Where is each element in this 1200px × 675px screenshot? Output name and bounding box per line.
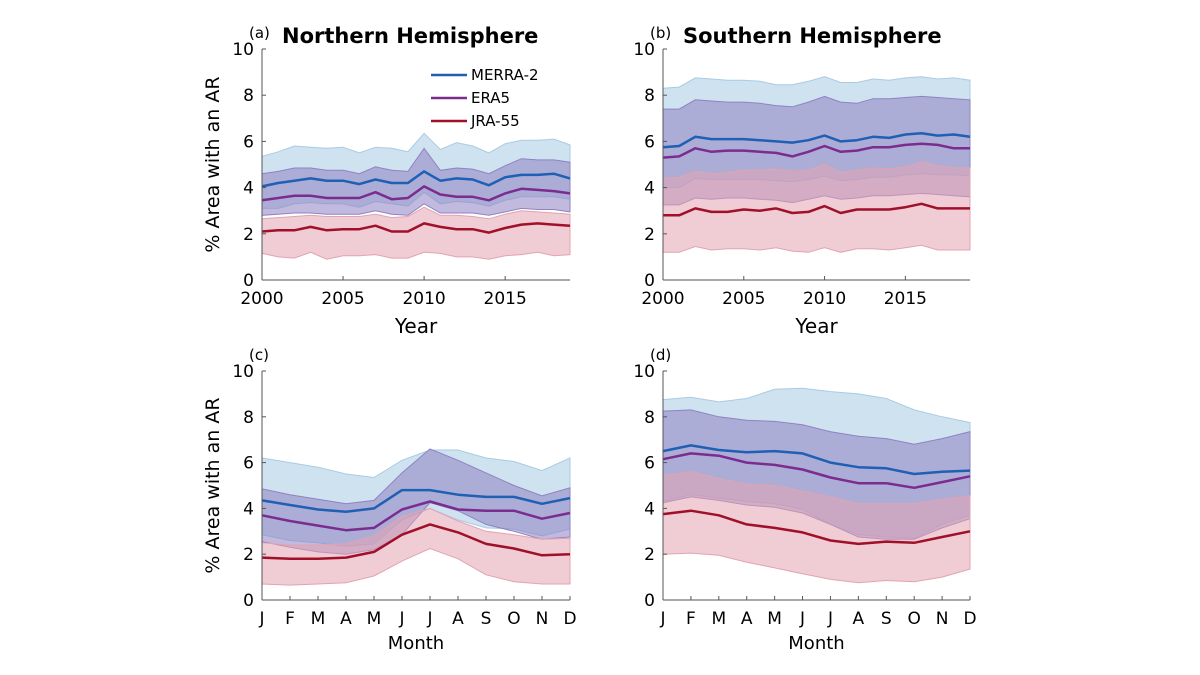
legend-label: JRA-55 <box>470 112 520 130</box>
series-line-jra-55 <box>662 509 971 546</box>
y-tick-label: 0 <box>644 271 655 291</box>
y-tick-label: 6 <box>243 132 254 152</box>
series-line-merra-2 <box>662 444 971 476</box>
y-tick-label: 0 <box>243 271 254 291</box>
x-tick-label: M <box>767 609 782 629</box>
legend-label: ERA5 <box>471 89 510 107</box>
y-tick-label: 0 <box>243 591 254 611</box>
series-line-jra-55 <box>261 523 571 561</box>
x-tick-label: A <box>741 609 753 629</box>
y-tick-label: 10 <box>633 362 655 382</box>
y-tick-label: 10 <box>232 40 254 60</box>
x-tick-label: A <box>853 609 865 629</box>
y-tick-label: 8 <box>644 408 655 428</box>
legend: MERRA-2 ERA5 JRA-55 <box>431 66 539 130</box>
panel-tag: (c) <box>249 346 269 364</box>
x-tick-label: 2000 <box>641 289 684 309</box>
y-tick-label: 4 <box>243 499 254 519</box>
y-tick-label: 4 <box>644 179 655 199</box>
y-tick-label: 6 <box>644 132 655 152</box>
y-tick-label: 2 <box>644 225 655 245</box>
series-line-era5 <box>662 142 970 159</box>
y-tick-label: 8 <box>243 86 254 106</box>
series-line-merra-2 <box>261 488 571 514</box>
y-tick-label: 10 <box>232 362 254 382</box>
band-jra-55 <box>261 507 571 586</box>
x-tick-label: J <box>426 609 432 629</box>
panel-title: Northern Hemisphere <box>282 24 538 48</box>
y-tick-label: 8 <box>644 86 655 106</box>
y-tick-label: 6 <box>243 454 254 474</box>
x-axis-title: Year <box>394 314 438 338</box>
x-tick-label: N <box>536 609 549 629</box>
x-tick-label: A <box>340 609 352 629</box>
y-tick-label: 6 <box>644 454 655 474</box>
y-tick-label: 4 <box>644 499 655 519</box>
series-line-era5 <box>662 452 971 490</box>
band-jra-55 <box>662 161 971 253</box>
x-tick-label: J <box>659 609 665 629</box>
band-jra-55 <box>662 471 971 584</box>
x-tick-label: 2005 <box>722 289 765 309</box>
x-tick-label: S <box>881 609 892 629</box>
x-tick-label: 2015 <box>884 289 927 309</box>
x-tick-label: 2005 <box>321 289 364 309</box>
y-tick-label: 4 <box>243 179 254 199</box>
panel-title: Southern Hemisphere <box>683 24 942 48</box>
x-axis-title: Year <box>794 314 838 338</box>
series-line-era5 <box>261 185 571 202</box>
x-tick-label: M <box>711 609 726 629</box>
x-tick-label: D <box>963 609 976 629</box>
x-tick-label: J <box>258 609 264 629</box>
x-tick-label: 2015 <box>484 289 527 309</box>
x-tick-label: J <box>827 609 833 629</box>
y-tick-label: 2 <box>644 545 655 565</box>
x-axis-title: Month <box>788 633 844 654</box>
x-tick-label: A <box>452 609 464 629</box>
x-tick-label: M <box>311 609 326 629</box>
series-line-merra-2 <box>662 132 971 149</box>
x-tick-label: D <box>563 609 576 629</box>
series-line-jra-55 <box>663 202 970 217</box>
x-tick-label: 2010 <box>803 289 846 309</box>
legend-label: MERRA-2 <box>471 66 539 84</box>
series-line-jra-55 <box>261 222 571 234</box>
y-tick-label: 0 <box>644 591 655 611</box>
series-line-merra-2 <box>261 170 571 188</box>
y-axis-title: % Area with an AR <box>202 397 224 573</box>
panel-a: 0 2 4 6 8 10 2000 2005 2010 2015 Year % Area with a… <box>202 24 571 338</box>
x-tick-label: F <box>686 609 696 629</box>
y-axis-title: % Area with an AR <box>202 76 224 252</box>
series-line-era5 <box>261 500 571 532</box>
x-tick-label: 2010 <box>402 289 445 309</box>
x-tick-label: O <box>507 609 520 629</box>
y-tick-label: 2 <box>243 225 254 245</box>
x-tick-label: F <box>285 609 295 629</box>
x-tick-label: N <box>936 609 949 629</box>
x-tick-label: 2000 <box>240 289 283 309</box>
panel-tag: (b) <box>650 24 671 42</box>
x-tick-label: S <box>481 609 492 629</box>
x-tick-label: J <box>799 609 805 629</box>
x-axis-title: Month <box>388 633 444 654</box>
y-tick-label: 10 <box>633 40 655 60</box>
panel-tag: (a) <box>249 24 270 42</box>
x-tick-label: J <box>398 609 404 629</box>
x-tick-label: M <box>367 609 382 629</box>
x-tick-label: O <box>907 609 920 629</box>
y-tick-label: 8 <box>243 408 254 428</box>
band-jra-55 <box>261 206 571 260</box>
panel-b: 0 2 4 6 8 10 2000 2005 2010 2015 Year (b) Southern H… <box>633 24 971 338</box>
y-tick-label: 2 <box>243 545 254 565</box>
panel-tag: (d) <box>650 346 671 364</box>
